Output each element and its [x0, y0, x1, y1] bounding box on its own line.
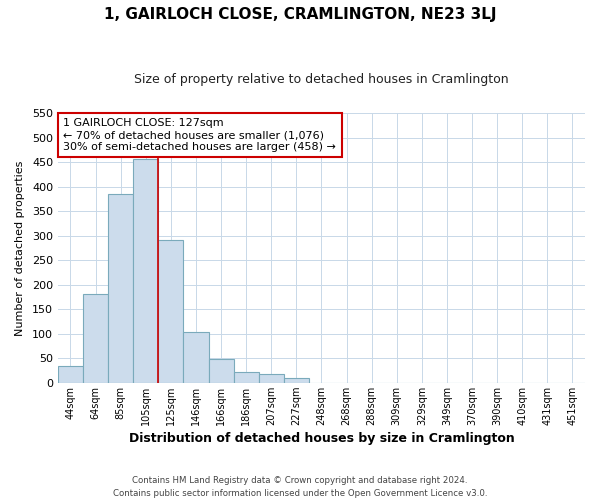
Bar	[284, 378, 309, 383]
Bar	[83, 294, 108, 383]
Bar	[233, 372, 259, 383]
Bar	[108, 194, 133, 383]
Bar	[158, 240, 184, 383]
Text: 1, GAIRLOCH CLOSE, CRAMLINGTON, NE23 3LJ: 1, GAIRLOCH CLOSE, CRAMLINGTON, NE23 3LJ	[104, 8, 496, 22]
Bar	[209, 358, 233, 383]
Title: Size of property relative to detached houses in Cramlington: Size of property relative to detached ho…	[134, 72, 509, 86]
Bar	[58, 366, 83, 383]
Bar	[259, 374, 284, 383]
X-axis label: Distribution of detached houses by size in Cramlington: Distribution of detached houses by size …	[128, 432, 514, 445]
Y-axis label: Number of detached properties: Number of detached properties	[15, 160, 25, 336]
Text: 1 GAIRLOCH CLOSE: 127sqm
← 70% of detached houses are smaller (1,076)
30% of sem: 1 GAIRLOCH CLOSE: 127sqm ← 70% of detach…	[63, 118, 336, 152]
Bar	[133, 159, 158, 383]
Bar	[184, 332, 209, 383]
Text: Contains HM Land Registry data © Crown copyright and database right 2024.
Contai: Contains HM Land Registry data © Crown c…	[113, 476, 487, 498]
